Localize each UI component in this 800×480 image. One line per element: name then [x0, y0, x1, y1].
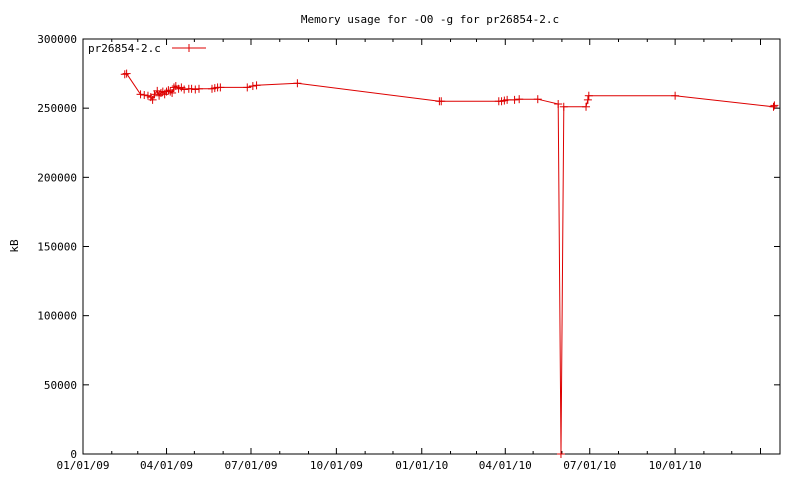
data-point	[195, 84, 204, 93]
data-point	[187, 84, 196, 93]
legend: pr26854-2.c	[88, 42, 206, 55]
data-point	[671, 91, 680, 100]
x-tick-label: 01/01/09	[57, 459, 110, 472]
data-point	[136, 90, 145, 99]
data-point	[582, 102, 591, 111]
data-point	[156, 88, 165, 97]
y-tick-label: 200000	[37, 171, 77, 184]
data-point	[120, 70, 129, 79]
plot-area	[120, 69, 779, 458]
data-point	[216, 83, 225, 92]
data-point	[191, 85, 200, 94]
x-tick-label: 10/01/09	[310, 459, 363, 472]
legend-marker	[185, 44, 193, 52]
data-point	[243, 83, 252, 92]
series-line	[124, 72, 775, 455]
y-tick-label: 300000	[37, 33, 77, 46]
data-point	[153, 86, 162, 95]
x-tick-label: 07/01/09	[224, 459, 277, 472]
y-tick-label: 0	[70, 448, 77, 461]
data-point	[252, 81, 261, 90]
y-tick-label: 150000	[37, 241, 77, 254]
chart-title: Memory usage for -O0 -g for pr26854-2.c	[301, 13, 559, 26]
x-tick-label: 04/01/10	[479, 459, 532, 472]
data-point	[584, 91, 593, 100]
data-point	[122, 69, 131, 78]
plot-frame	[82, 38, 781, 455]
data-point	[583, 95, 592, 104]
axes: 0 50000 100000 150000 200000 250000 300000 01/0…	[37, 33, 781, 472]
x-tick-label: 10/01/10	[649, 459, 702, 472]
data-point	[166, 87, 175, 96]
data-point	[293, 79, 302, 88]
data-point	[437, 97, 446, 106]
y-tick-label: 250000	[37, 102, 77, 115]
y-tick-label: 100000	[37, 310, 77, 323]
legend-label: pr26854-2.c	[88, 42, 161, 55]
data-point	[554, 100, 563, 109]
x-tick-label: 07/01/10	[563, 459, 616, 472]
data-point	[533, 95, 542, 104]
data-point	[169, 83, 178, 92]
data-point	[769, 102, 778, 111]
data-point	[248, 82, 257, 91]
data-point	[556, 450, 565, 458]
data-point	[503, 95, 512, 104]
data-point	[559, 102, 568, 111]
x-tick-label: 01/01/10	[395, 459, 448, 472]
data-point	[770, 101, 779, 110]
y-axis-label: kB	[8, 239, 21, 253]
data-point	[148, 95, 157, 104]
x-tick-label: 04/01/09	[140, 459, 193, 472]
data-point	[140, 91, 149, 100]
data-point	[515, 95, 524, 104]
y-tick-label: 50000	[44, 379, 77, 392]
data-point	[180, 85, 189, 94]
data-point	[168, 88, 177, 97]
data-point	[510, 95, 519, 104]
